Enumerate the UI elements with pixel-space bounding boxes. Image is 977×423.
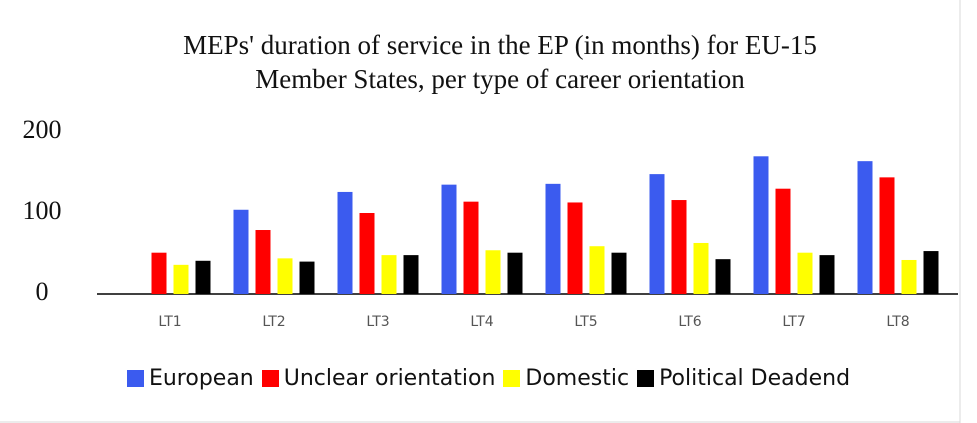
legend-label: Domestic: [525, 366, 630, 391]
bar: [195, 260, 211, 294]
legend-swatch: [503, 370, 521, 387]
x-tick-label: LT1: [158, 314, 181, 330]
bar: [649, 174, 665, 294]
x-tick-label: LT2: [262, 314, 285, 330]
legend-item: Unclear orientation: [261, 366, 496, 391]
bar: [359, 213, 375, 294]
legend-swatch: [261, 370, 279, 387]
bar: [463, 201, 479, 294]
x-tick-label: LT7: [782, 314, 805, 330]
legend-swatch: [637, 370, 655, 387]
bar: [151, 252, 167, 294]
bar: [441, 184, 457, 294]
bar: [337, 191, 353, 294]
bar: [381, 255, 397, 294]
bar: [797, 252, 813, 294]
bar: [693, 242, 709, 294]
bar: [567, 202, 583, 294]
x-tick-label: LT6: [678, 314, 701, 330]
bar: [589, 246, 605, 294]
bar: [923, 251, 939, 294]
legend-label: European: [148, 366, 254, 391]
bar: [671, 200, 687, 294]
x-tick-label: LT8: [886, 314, 909, 330]
bar: [775, 188, 791, 294]
legend-swatch: [126, 370, 144, 387]
bar: [255, 230, 271, 294]
legend-item: Political Deadend: [637, 366, 850, 391]
x-tick-label: LT5: [574, 314, 597, 330]
bar: [715, 259, 731, 294]
legend-item: Domestic: [503, 366, 629, 391]
legend-label: Political Deadend: [659, 366, 851, 391]
y-tick-label: 200: [23, 115, 62, 144]
bar: [819, 255, 835, 294]
bar: [403, 255, 419, 294]
chart-title: MEPs' duration of service in the EP (in …: [183, 30, 817, 94]
bar: [299, 261, 315, 294]
bar: [611, 252, 627, 294]
y-tick-label: 100: [23, 196, 62, 225]
bar: [879, 177, 895, 294]
bar: [857, 161, 873, 294]
bar: [901, 259, 917, 294]
bar: [545, 183, 561, 294]
bar: [753, 156, 769, 294]
bar: [233, 209, 249, 294]
x-tick-label: LT3: [366, 314, 389, 330]
bar: [277, 258, 293, 294]
bar: [173, 264, 189, 294]
legend: European Unclear orientation Domestic Polit…: [0, 366, 977, 391]
x-tick-label: LT4: [470, 314, 493, 330]
legend-item: European: [126, 366, 254, 391]
bar: [485, 250, 501, 294]
legend-label: Unclear orientation: [283, 366, 496, 391]
bar: [507, 252, 523, 294]
y-tick-label: 0: [36, 277, 49, 306]
